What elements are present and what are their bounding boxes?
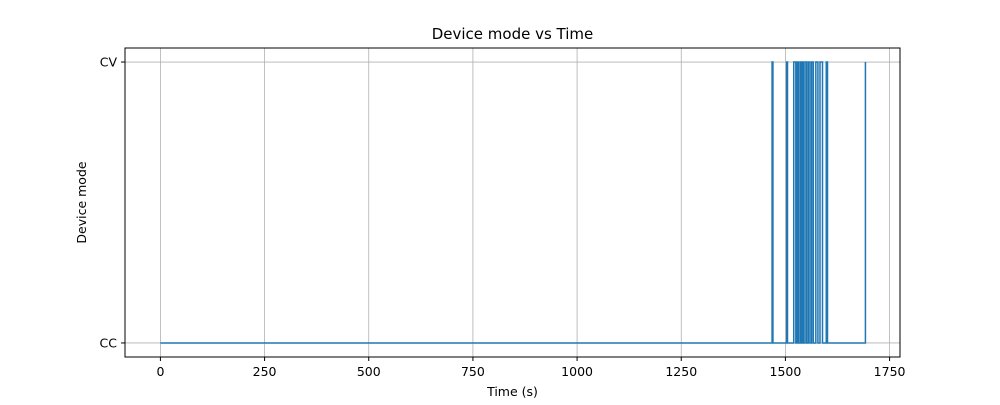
x-tick-label: 1500 xyxy=(770,364,802,379)
y-tick-label: CV xyxy=(100,55,118,70)
series-line xyxy=(160,61,867,344)
x-tick-label: 1750 xyxy=(874,364,906,379)
series-layer xyxy=(160,61,867,344)
x-axis-title: Time (s) xyxy=(486,384,538,399)
x-tick-label: 1000 xyxy=(561,364,593,379)
x-tick-label: 0 xyxy=(156,364,164,379)
y-tick-label: CC xyxy=(100,335,118,350)
x-tick-label: 250 xyxy=(253,364,277,379)
x-tick-label: 500 xyxy=(357,364,381,379)
y-axis-title: Device mode xyxy=(74,161,89,243)
x-tick-label: 1250 xyxy=(665,364,697,379)
ticks: 0 250 500 750 1000 1250 1500 1750 CC CV xyxy=(100,55,906,379)
x-tick-label: 750 xyxy=(461,364,485,379)
chart-title: Device mode vs Time xyxy=(432,25,594,43)
plot-area-frame xyxy=(124,47,901,358)
